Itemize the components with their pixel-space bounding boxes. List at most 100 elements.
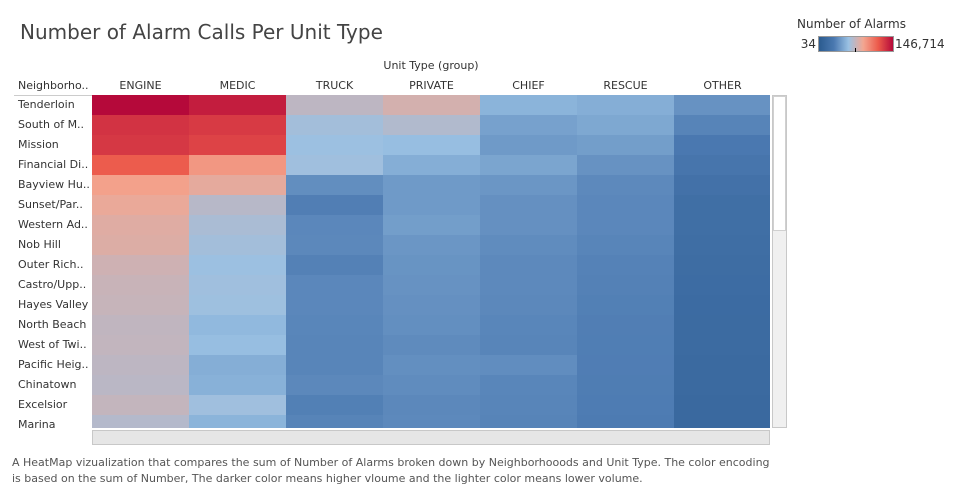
heatmap-cell[interactable] [383,175,480,195]
heatmap-cell[interactable] [286,135,383,155]
heatmap-cell[interactable] [480,95,577,115]
heatmap-cell[interactable] [92,195,189,215]
heatmap-cell[interactable] [577,135,674,155]
heatmap-cell[interactable] [189,295,286,315]
heatmap-cell[interactable] [286,195,383,215]
heatmap-cell[interactable] [577,195,674,215]
heatmap-cell[interactable] [577,235,674,255]
heatmap-cell[interactable] [286,355,383,375]
heatmap-cell[interactable] [189,355,286,375]
heatmap-cell[interactable] [189,315,286,335]
heatmap-cell[interactable] [189,175,286,195]
heatmap-cell[interactable] [480,135,577,155]
heatmap-cell[interactable] [286,95,383,115]
heatmap-cell[interactable] [286,415,383,428]
heatmap-cell[interactable] [480,195,577,215]
heatmap-cell[interactable] [92,135,189,155]
heatmap-cell[interactable] [674,135,770,155]
heatmap-cell[interactable] [92,295,189,315]
heatmap-cell[interactable] [286,275,383,295]
heatmap-cell[interactable] [577,215,674,235]
heatmap-cell[interactable] [383,135,480,155]
heatmap-cell[interactable] [92,415,189,428]
heatmap-cell[interactable] [480,395,577,415]
heatmap-cell[interactable] [480,215,577,235]
heatmap-cell[interactable] [189,395,286,415]
heatmap-cell[interactable] [674,195,770,215]
heatmap-cell[interactable] [383,155,480,175]
heatmap-cell[interactable] [577,275,674,295]
heatmap-cell[interactable] [92,95,189,115]
heatmap-cell[interactable] [383,295,480,315]
heatmap-cell[interactable] [577,355,674,375]
heatmap-cell[interactable] [674,355,770,375]
heatmap-cell[interactable] [286,175,383,195]
heatmap-cell[interactable] [189,155,286,175]
heatmap-cell[interactable] [92,315,189,335]
heatmap-cell[interactable] [577,295,674,315]
heatmap-cell[interactable] [189,135,286,155]
heatmap-cell[interactable] [92,235,189,255]
heatmap-cell[interactable] [480,155,577,175]
heatmap-cell[interactable] [577,415,674,428]
heatmap-cell[interactable] [189,335,286,355]
heatmap-cell[interactable] [286,315,383,335]
heatmap-cell[interactable] [383,375,480,395]
heatmap-cell[interactable] [189,255,286,275]
heatmap-cell[interactable] [189,235,286,255]
heatmap-cell[interactable] [674,375,770,395]
heatmap-cell[interactable] [286,215,383,235]
vertical-scrollbar-thumb[interactable] [773,96,786,231]
heatmap-cell[interactable] [577,115,674,135]
heatmap-cell[interactable] [189,275,286,295]
heatmap-cell[interactable] [674,315,770,335]
heatmap-cell[interactable] [383,275,480,295]
heatmap-cell[interactable] [286,115,383,135]
heatmap-cell[interactable] [383,215,480,235]
heatmap-cell[interactable] [189,375,286,395]
heatmap-cell[interactable] [674,95,770,115]
heatmap-cell[interactable] [674,255,770,275]
heatmap-cell[interactable] [189,95,286,115]
heatmap-cell[interactable] [674,295,770,315]
heatmap-cell[interactable] [92,375,189,395]
row-header[interactable]: Neighborho.. [18,79,89,92]
heatmap-cell[interactable] [286,255,383,275]
heatmap-cell[interactable] [480,115,577,135]
heatmap-cell[interactable] [92,215,189,235]
heatmap-cell[interactable] [674,415,770,428]
heatmap-cell[interactable] [383,195,480,215]
heatmap-cell[interactable] [577,315,674,335]
heatmap-cell[interactable] [480,415,577,428]
heatmap-cell[interactable] [286,295,383,315]
heatmap-cell[interactable] [577,95,674,115]
heatmap-cell[interactable] [674,335,770,355]
horizontal-scrollbar[interactable] [92,430,770,445]
heatmap-cell[interactable] [189,115,286,135]
heatmap-cell[interactable] [286,375,383,395]
heatmap-cell[interactable] [577,395,674,415]
heatmap-cell[interactable] [189,195,286,215]
heatmap-cell[interactable] [286,335,383,355]
heatmap-cell[interactable] [577,255,674,275]
heatmap-cell[interactable] [674,395,770,415]
heatmap-cell[interactable] [286,155,383,175]
heatmap-cell[interactable] [577,335,674,355]
heatmap-cell[interactable] [383,95,480,115]
heatmap-cell[interactable] [92,355,189,375]
heatmap-cell[interactable] [383,115,480,135]
heatmap-cell[interactable] [383,235,480,255]
heatmap-cell[interactable] [480,315,577,335]
heatmap-cell[interactable] [577,155,674,175]
heatmap-cell[interactable] [92,175,189,195]
heatmap-cell[interactable] [480,255,577,275]
heatmap-cell[interactable] [92,395,189,415]
heatmap-cell[interactable] [480,235,577,255]
heatmap-cell[interactable] [480,335,577,355]
heatmap-cell[interactable] [383,315,480,335]
heatmap-cell[interactable] [480,295,577,315]
heatmap-cell[interactable] [286,235,383,255]
heatmap-cell[interactable] [383,415,480,428]
heatmap-cell[interactable] [189,215,286,235]
heatmap-cell[interactable] [480,175,577,195]
